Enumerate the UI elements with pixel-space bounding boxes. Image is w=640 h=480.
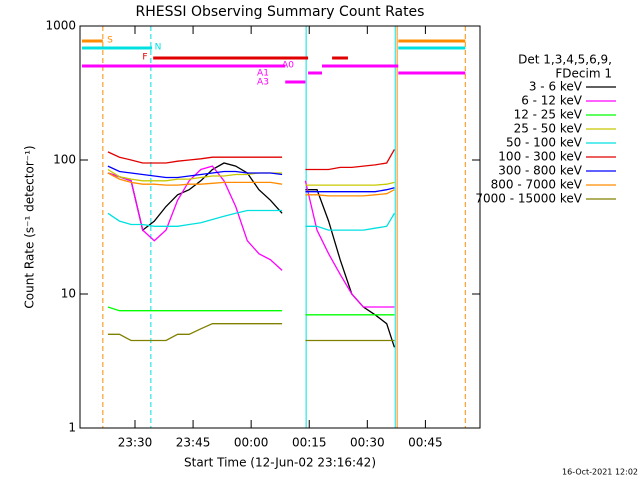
- y-tick-label: 1: [68, 421, 76, 435]
- x-tick-label: 00:30: [350, 436, 385, 450]
- legend-label: 800 - 7000 keV: [491, 178, 583, 192]
- legend-label: 300 - 800 keV: [498, 164, 582, 178]
- flag-label: S: [107, 36, 113, 46]
- legend-title: Det 1,3,4,5,6,9,: [518, 53, 612, 67]
- x-tick-label: 00:00: [234, 436, 269, 450]
- legend-label: 12 - 25 keV: [514, 108, 583, 122]
- x-axis-label: Start Time (12-Jun-02 23:16:42): [184, 456, 376, 470]
- x-tick-label: 23:30: [118, 436, 153, 450]
- x-tick-label: 23:45: [176, 436, 211, 450]
- series-line: [107, 209, 395, 231]
- chart-title: RHESSI Observing Summary Count Rates: [136, 4, 425, 20]
- y-tick-label: 10: [61, 287, 76, 301]
- legend-label: 25 - 50 keV: [514, 122, 583, 136]
- flag-label: A3: [257, 78, 269, 88]
- series-line: [107, 165, 395, 193]
- legend-label: 50 - 100 keV: [506, 136, 583, 150]
- series-line: [107, 149, 395, 171]
- footer: 16-Oct-2021 12:02: [562, 468, 638, 477]
- x-tick-label: 00:45: [408, 436, 443, 450]
- series-line: [107, 172, 395, 197]
- flag-label: A1: [257, 69, 269, 79]
- x-tick-label: 00:15: [292, 436, 327, 450]
- flag-label: A0: [282, 61, 294, 71]
- y-tick-label: 100: [53, 153, 76, 167]
- series-line: [107, 306, 395, 316]
- legend-title: FDecim 1: [555, 67, 612, 81]
- plot-frame: [79, 25, 481, 429]
- legend-label: 100 - 300 keV: [498, 150, 582, 164]
- legend-label: 3 - 6 keV: [529, 80, 583, 94]
- series-line: [107, 323, 395, 342]
- legend-label: 6 - 12 keV: [521, 94, 583, 108]
- y-axis-label: Count Rate (s⁻¹ detector⁻¹): [23, 145, 37, 308]
- flag-label: N: [155, 43, 162, 53]
- legend-label: 7000 - 15000 keV: [475, 192, 582, 206]
- series-line: [107, 168, 395, 186]
- flag-label: F: [142, 53, 147, 63]
- y-tick-label: 1000: [45, 19, 76, 33]
